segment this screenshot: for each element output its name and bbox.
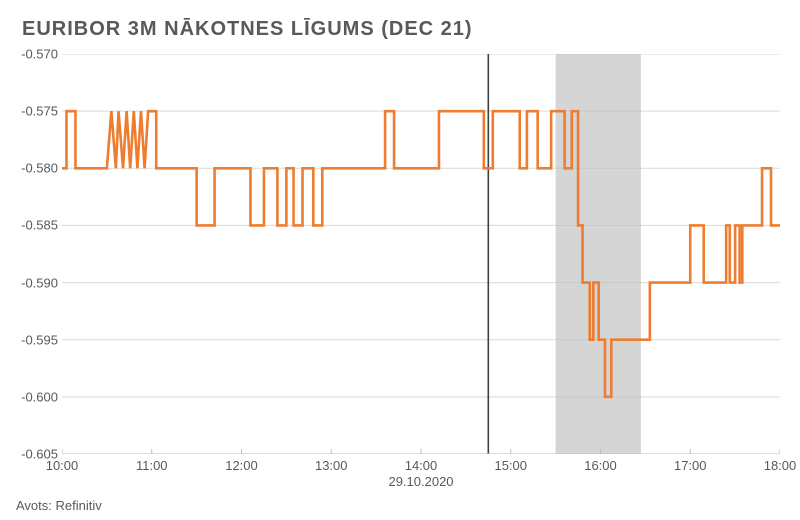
x-tick-label: 11:00	[136, 458, 168, 473]
chart-title: EURIBOR 3M NĀKOTNES LĪGUMS (DEC 21)	[22, 18, 473, 41]
y-tick-label: -0.595	[10, 332, 58, 347]
chart-plot-area	[62, 54, 780, 454]
y-tick-label: -0.575	[10, 104, 58, 119]
x-date-label: 29.10.2020	[388, 474, 453, 489]
y-tick-label: -0.585	[10, 218, 58, 233]
x-tick-label: 14:00	[405, 458, 438, 473]
x-tick-label: 10:00	[46, 458, 79, 473]
x-tick-label: 16:00	[584, 458, 617, 473]
chart-source-label: Avots: Refinitiv	[16, 498, 102, 513]
chart-svg	[62, 54, 780, 454]
y-tick-label: -0.600	[10, 389, 58, 404]
x-tick-label: 15:00	[494, 458, 527, 473]
chart-container: EURIBOR 3M NĀKOTNES LĪGUMS (DEC 21) -0.5…	[0, 0, 800, 520]
y-tick-label: -0.590	[10, 275, 58, 290]
x-tick-label: 13:00	[315, 458, 348, 473]
x-tick-label: 12:00	[225, 458, 258, 473]
x-tick-label: 18:00	[764, 458, 797, 473]
x-tick-label: 17:00	[674, 458, 707, 473]
y-tick-label: -0.570	[10, 47, 58, 62]
y-tick-label: -0.580	[10, 161, 58, 176]
